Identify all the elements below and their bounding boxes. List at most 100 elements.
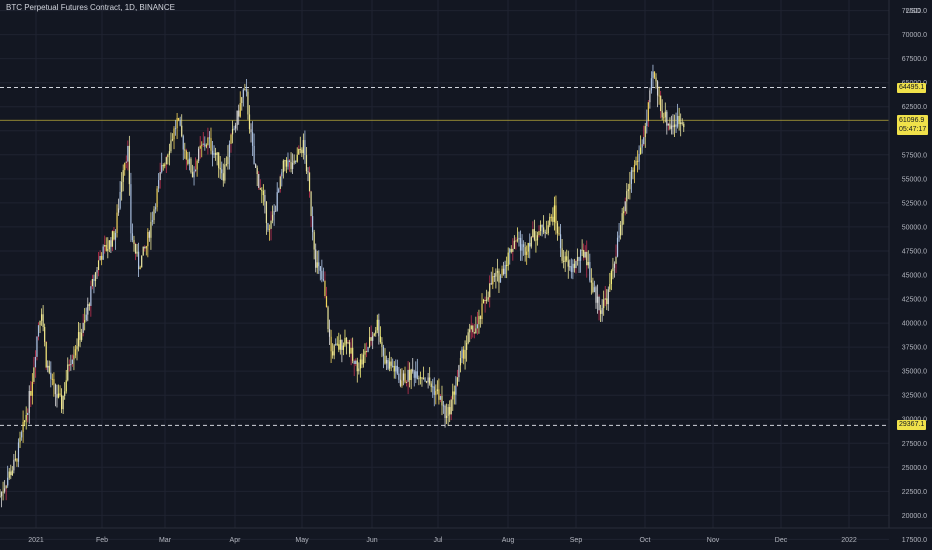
- candle-body: [235, 125, 237, 129]
- candle-body: [333, 345, 335, 356]
- candle-body: [190, 158, 192, 173]
- candle-body: [255, 164, 257, 168]
- candle-body: [319, 266, 321, 271]
- candle-body: [170, 140, 172, 152]
- candle-body: [156, 188, 158, 208]
- candle-body: [287, 160, 289, 167]
- candle-body: [667, 123, 669, 126]
- candle-body: [601, 308, 603, 314]
- candle-body: [492, 276, 494, 285]
- candle-body: [201, 144, 203, 146]
- grid: [0, 0, 889, 540]
- candle-body: [512, 248, 514, 252]
- candle-body: [361, 359, 363, 365]
- candle-body: [379, 336, 381, 343]
- x-tick-label: Nov: [707, 537, 720, 544]
- candle-body: [142, 246, 144, 256]
- candle-body: [110, 240, 112, 247]
- candle-body: [618, 235, 620, 238]
- candle-body: [227, 157, 229, 165]
- candle-body: [449, 407, 451, 415]
- candle-body: [407, 369, 409, 382]
- candle-body: [419, 377, 422, 379]
- candle-body: [40, 314, 43, 321]
- candle-body: [158, 180, 160, 189]
- candle-body: [298, 148, 300, 155]
- candle-body: [230, 134, 232, 144]
- candle-body: [359, 359, 361, 369]
- candle-body: [45, 341, 47, 368]
- candle-body: [498, 270, 500, 283]
- candle-body: [356, 360, 358, 372]
- candle-body: [502, 268, 505, 275]
- candle-body: [114, 232, 117, 240]
- candle-body: [296, 154, 298, 162]
- candle-body: [275, 210, 277, 212]
- y-tick-label: 72500.0: [902, 8, 927, 15]
- candle-body: [473, 332, 475, 334]
- candle-body: [509, 249, 511, 253]
- candle-body: [284, 160, 286, 162]
- candle-body: [439, 396, 442, 400]
- candle-body: [467, 332, 469, 343]
- candle-body: [664, 111, 666, 118]
- candle-body: [119, 191, 121, 209]
- candle-body: [469, 329, 471, 333]
- candle-body: [101, 255, 103, 260]
- candle-body: [459, 358, 462, 366]
- candle-body: [532, 229, 534, 238]
- candle-body: [264, 195, 266, 202]
- candle-body: [515, 240, 517, 242]
- candle-body: [604, 298, 606, 300]
- candle-body: [59, 393, 61, 395]
- candle-body: [476, 324, 478, 329]
- candle-body: [128, 145, 130, 185]
- candle-body: [267, 223, 269, 230]
- candle-body: [107, 249, 109, 251]
- candle-body: [293, 160, 295, 163]
- candle-body: [313, 232, 315, 250]
- candle-body: [564, 256, 566, 262]
- candle-body: [90, 286, 92, 306]
- candle-body: [389, 361, 391, 369]
- candle-body: [590, 280, 592, 283]
- chart-title: BTC Perpetual Futures Contract, 1D, BINA…: [6, 3, 175, 12]
- y-tick-label: 20000.0: [902, 513, 927, 520]
- candle-body: [42, 314, 44, 327]
- candle-body: [312, 216, 314, 233]
- candle-body: [198, 148, 200, 161]
- candle-body: [558, 233, 560, 235]
- candles: [0, 64, 685, 508]
- candle-body: [643, 137, 645, 145]
- candle-body: [139, 267, 141, 270]
- candle-body: [640, 147, 642, 154]
- candle-body: [395, 365, 397, 372]
- y-tick-label: 42500.0: [902, 297, 927, 304]
- candle-body: [302, 140, 304, 154]
- candle-body: [39, 320, 41, 326]
- candle-body: [587, 261, 589, 266]
- candle-body: [430, 383, 432, 388]
- candle-body: [409, 369, 411, 381]
- candle-body: [238, 110, 240, 117]
- candle-body: [251, 132, 254, 146]
- candle-body: [392, 365, 394, 367]
- candle-body: [649, 90, 651, 103]
- candle-body: [544, 232, 546, 234]
- candle-body: [660, 95, 662, 112]
- candle-body: [250, 129, 252, 133]
- candle-body: [65, 380, 67, 392]
- candle-body: [381, 342, 383, 347]
- candle-body: [159, 172, 161, 181]
- candle-body: [27, 412, 29, 415]
- candle-body: [452, 391, 454, 400]
- candle-body: [2, 491, 4, 493]
- candle-body: [504, 265, 506, 275]
- candle-body: [102, 246, 104, 260]
- candle-body: [225, 164, 227, 166]
- candle-body: [581, 249, 583, 251]
- candle-body: [247, 91, 249, 115]
- candle-body: [37, 325, 40, 337]
- candle-body: [164, 164, 166, 167]
